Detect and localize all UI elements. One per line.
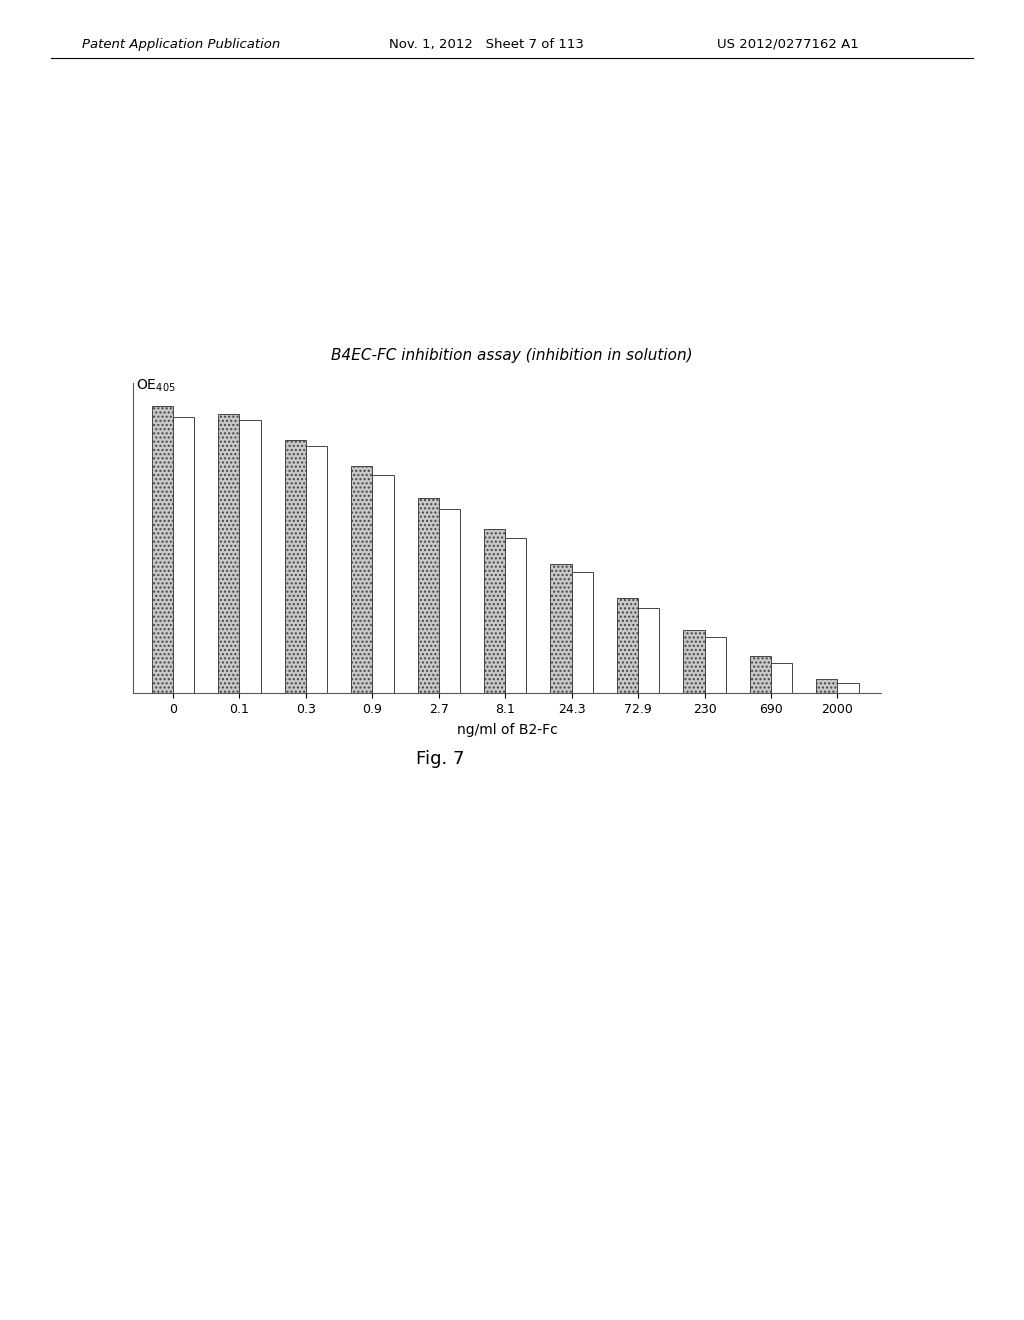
Bar <box>152 405 173 693</box>
Bar <box>705 638 726 693</box>
Bar <box>173 417 195 693</box>
Bar <box>484 529 505 693</box>
Bar <box>771 663 793 693</box>
Bar <box>838 682 859 693</box>
Bar <box>438 510 460 693</box>
Bar <box>240 420 261 693</box>
Bar <box>616 598 638 693</box>
Bar <box>373 475 393 693</box>
X-axis label: ng/ml of B2-Fc: ng/ml of B2-Fc <box>457 722 557 737</box>
Bar <box>418 498 438 693</box>
Bar <box>306 446 327 693</box>
Text: $\mathrm{OE_{405}}$: $\mathrm{OE_{405}}$ <box>136 378 176 395</box>
Bar <box>285 441 306 693</box>
Bar <box>571 573 593 693</box>
Bar <box>351 466 373 693</box>
Bar <box>505 539 526 693</box>
Bar <box>551 564 571 693</box>
Text: Nov. 1, 2012   Sheet 7 of 113: Nov. 1, 2012 Sheet 7 of 113 <box>389 37 584 50</box>
Bar <box>218 414 240 693</box>
Bar <box>683 630 705 693</box>
Bar <box>638 609 659 693</box>
Text: Patent Application Publication: Patent Application Publication <box>82 37 281 50</box>
Bar <box>750 656 771 693</box>
Text: Fig. 7: Fig. 7 <box>416 750 465 768</box>
Text: US 2012/0277162 A1: US 2012/0277162 A1 <box>717 37 858 50</box>
Bar <box>816 678 838 693</box>
Text: B4EC-FC inhibition assay (inhibition in solution): B4EC-FC inhibition assay (inhibition in … <box>331 348 693 363</box>
